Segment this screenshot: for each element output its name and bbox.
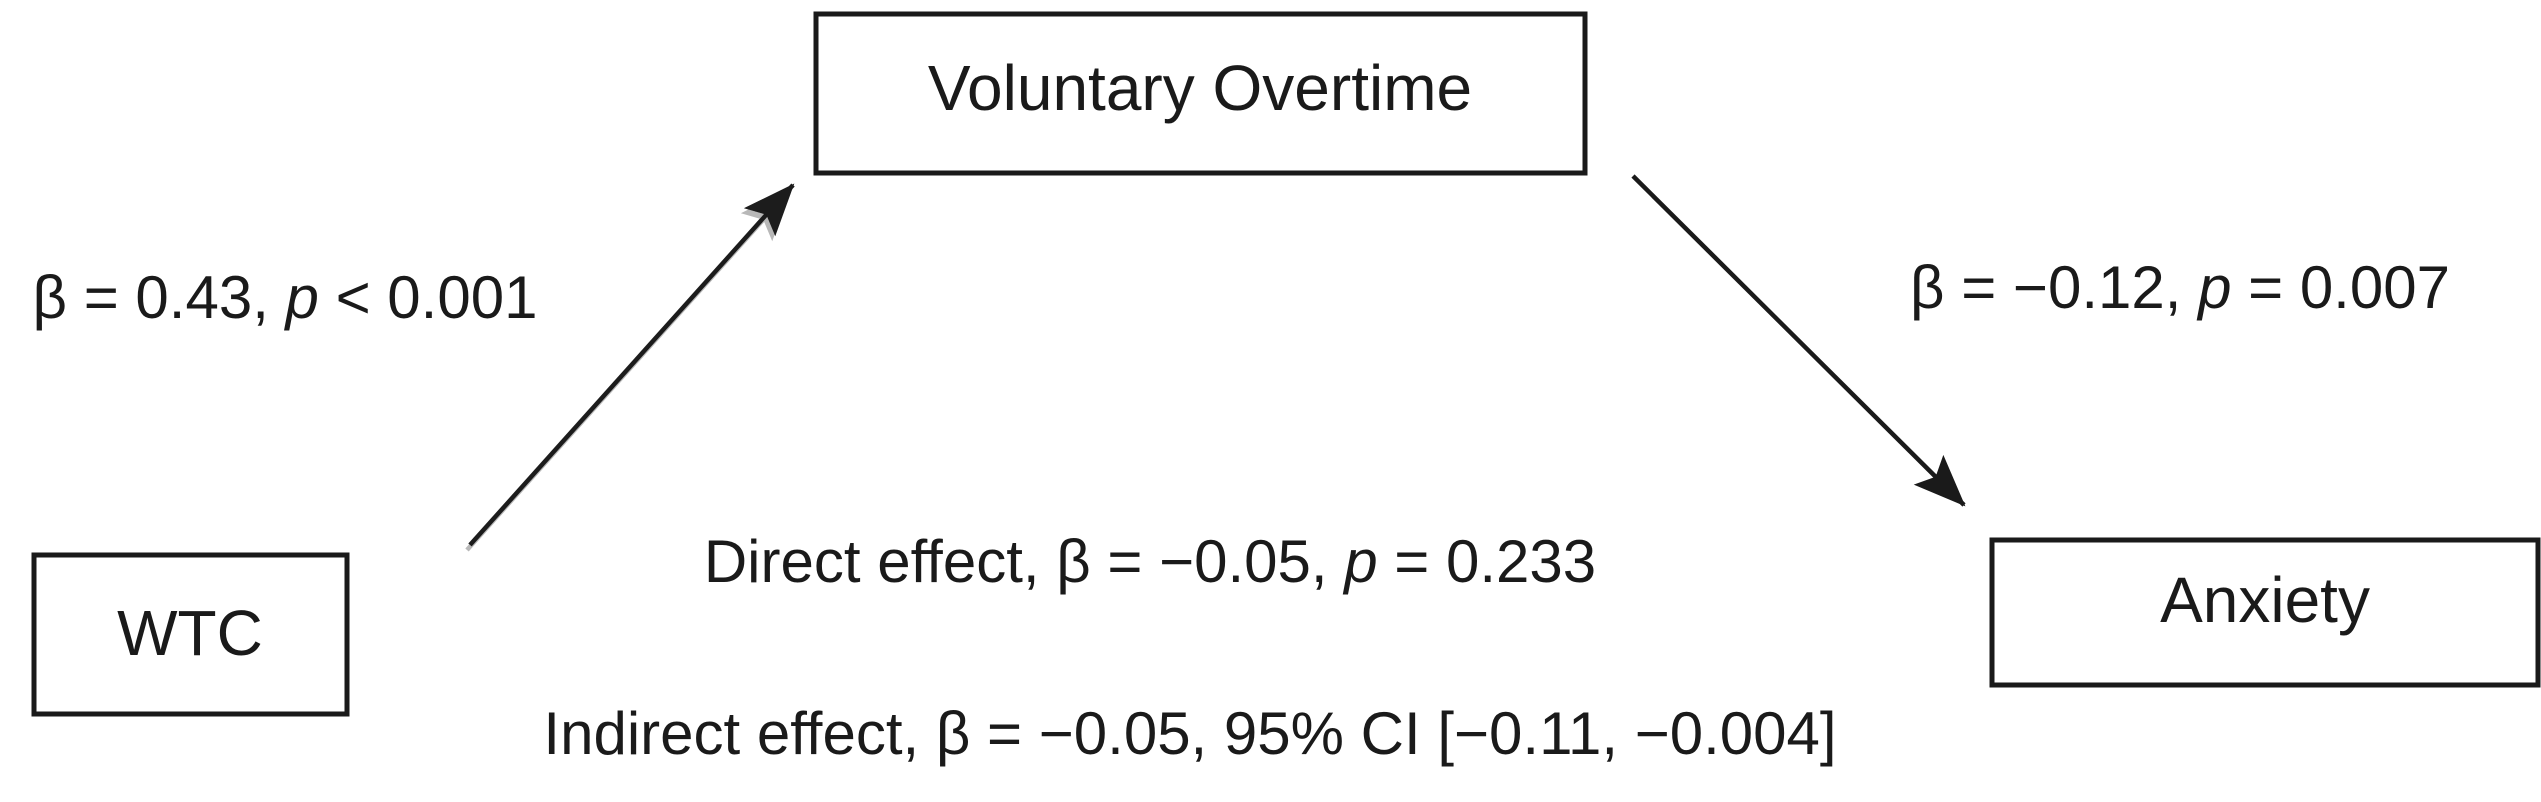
path-b-label-suffix: = 0.007	[2231, 254, 2450, 321]
direct-effect-label: Direct effect, β = −0.05, p = 0.233	[704, 528, 1596, 595]
predictor-label: WTC	[117, 597, 263, 669]
outcome-label: Anxiety	[2160, 564, 2370, 636]
path-b-label: β = −0.12, p = 0.007	[1910, 254, 2450, 321]
direct-effect-label-prefix: Direct effect, β = −0.05,	[704, 528, 1344, 595]
path-a-arrow	[468, 183, 795, 547]
outcome-box	[1989, 537, 2541, 688]
path-b-label-prefix: β = −0.12,	[1910, 254, 2198, 321]
path-a-label: β = 0.43, p < 0.001	[33, 264, 538, 331]
direct-effect-label-p: p	[1342, 528, 1377, 595]
predictor-box	[31, 552, 350, 717]
path-a-label-suffix: < 0.001	[319, 264, 538, 331]
path-b-label-p: p	[2196, 254, 2231, 321]
path-b-arrow	[1631, 174, 1966, 507]
path-a-label-p: p	[284, 264, 319, 331]
direct-effect-label-suffix: = 0.233	[1378, 528, 1597, 595]
mediator-label: Voluntary Overtime	[928, 52, 1472, 124]
mediator-box	[813, 11, 1588, 176]
indirect-effect-label: Indirect effect, β = −0.05, 95% CI [−0.1…	[543, 700, 1836, 767]
path-a-label-prefix: β = 0.43,	[33, 264, 286, 331]
